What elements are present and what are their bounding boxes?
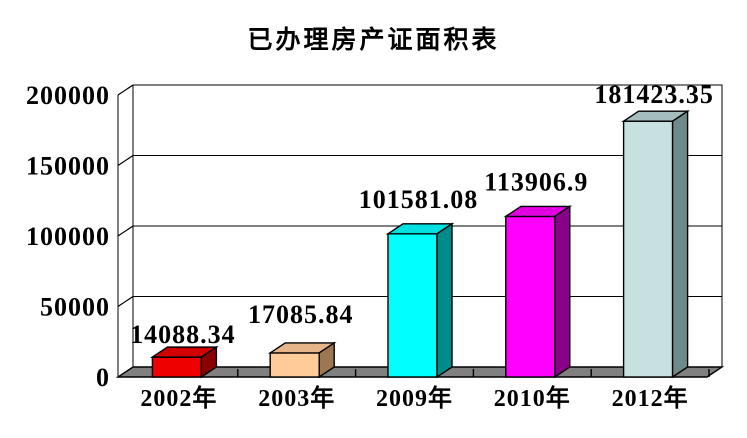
x-tick-label-2003年: 2003年 <box>258 384 335 412</box>
y-axis-depth-tick <box>117 84 134 96</box>
value-label-2009年: 101581.08 <box>359 185 479 214</box>
bar-front-2003年 <box>269 352 320 378</box>
bar-front-2010年 <box>505 215 556 378</box>
bar-side-2002年 <box>200 345 218 379</box>
y-tick-label: 100000 <box>26 222 110 251</box>
bar-side-2012年 <box>671 109 689 379</box>
x-tick-label-2012年: 2012年 <box>612 384 689 412</box>
y-axis-depth-tick <box>117 155 134 166</box>
value-label-2003年: 17085.84 <box>248 300 354 329</box>
value-label-2002年: 14088.34 <box>130 320 236 349</box>
y-axis-depth-tick <box>117 296 134 307</box>
bar-front-2012年 <box>622 120 674 378</box>
y-tick-label: 50000 <box>40 293 110 322</box>
y-tick-label: 200000 <box>26 81 110 110</box>
value-label-2010年: 113906.9 <box>484 167 588 196</box>
x-tick-label-2002年: 2002年 <box>140 384 217 412</box>
x-tick-label-2009年: 2009年 <box>376 384 453 412</box>
x-tick-label-2010年: 2010年 <box>494 384 571 412</box>
bar-side-2003年 <box>318 341 335 379</box>
bar-side-2010年 <box>554 205 571 379</box>
bar-front-2002年 <box>151 356 203 378</box>
bar-side-2009年 <box>436 222 453 379</box>
bar-front-2009年 <box>387 233 438 378</box>
chart-title: 已办理房产证面积表 <box>247 26 500 54</box>
y-axis-depth-tick <box>117 225 134 237</box>
y-tick-label: 150000 <box>26 152 110 181</box>
value-label-2012年: 181423.35 <box>594 80 714 109</box>
y-tick-label: 0 <box>96 363 110 392</box>
